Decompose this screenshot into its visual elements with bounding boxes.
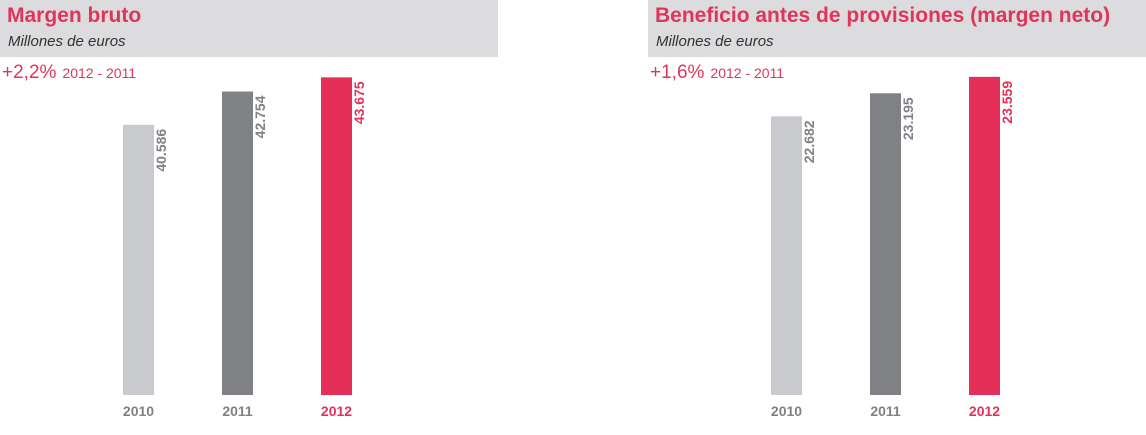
bar-2010 [771,116,802,396]
chart-title: Beneficio antes de provisiones (margen n… [655,4,1111,27]
bar-2012 [321,77,352,396]
value-label-2011: 42.754 [252,95,268,138]
chart-header: Margen bruto Millones de euros [0,0,498,57]
bar-2011 [222,91,253,396]
tick-label-2012: 2012 [969,403,1000,419]
growth-period: 2012 - 2011 [710,65,785,81]
chart-header: Beneficio antes de provisiones (margen n… [648,0,1146,57]
growth-percent: +1,6% [650,62,705,83]
chart-subtitle: Millones de euros [656,33,774,50]
tick-label-2011: 2011 [870,403,901,419]
chart-panel-margen-bruto: Margen bruto Millones de euros +2,2% 2012… [0,0,498,435]
bar-chart: 40.586 2010 42.754 2011 43.675 2012 [123,77,367,419]
growth-percent: +2,2% [2,62,57,83]
tick-label-2010: 2010 [123,403,154,419]
bar-chart: 22.682 2010 23.195 2011 23.559 2012 [771,76,1015,419]
growth-line: +2,2% 2012 - 2011 [2,62,136,84]
value-label-2010: 22.682 [801,120,817,163]
value-label-2011: 23.195 [900,97,916,140]
bar-2010 [123,124,154,395]
tick-label-2011: 2011 [222,403,253,419]
growth-period: 2012 - 2011 [62,65,137,81]
value-label-2012: 23.559 [999,81,1015,124]
chart-panel-beneficio: Beneficio antes de provisiones (margen n… [648,0,1146,435]
chart-subtitle: Millones de euros [8,33,126,50]
value-label-2012: 43.675 [351,81,367,124]
bar-2012 [969,76,1000,396]
bar-2011 [870,93,901,396]
tick-label-2012: 2012 [321,403,352,419]
chart-title: Margen bruto [7,4,142,27]
tick-label-2010: 2010 [771,403,802,419]
growth-line: +1,6% 2012 - 2011 [650,62,784,84]
value-label-2010: 40.586 [153,129,169,172]
